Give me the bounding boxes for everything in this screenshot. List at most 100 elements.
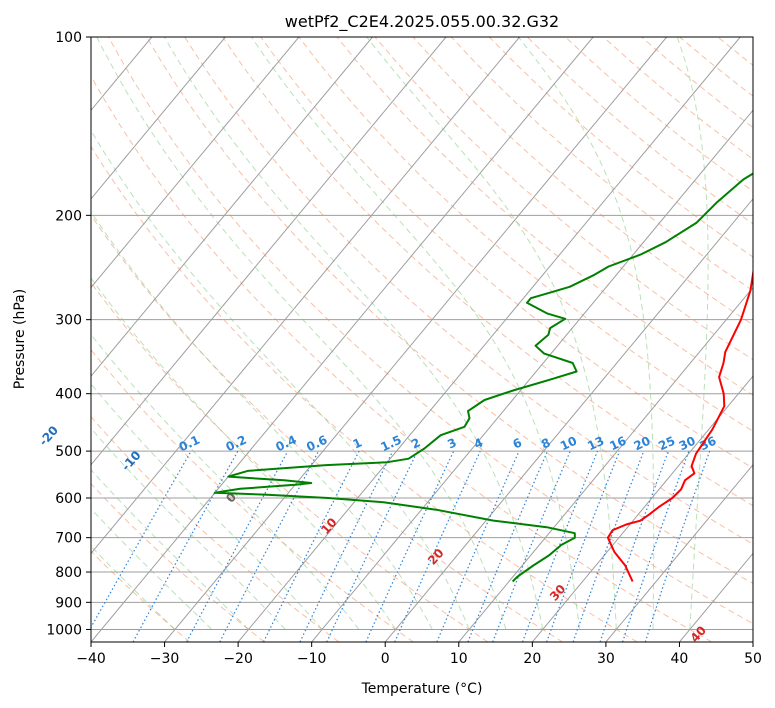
mixing-ratio-line [394, 450, 481, 642]
dry-adiabat [756, 37, 775, 642]
isotherm [384, 198, 753, 642]
dry-adiabat [641, 37, 753, 129]
isotherm [0, 37, 5, 642]
mixing-ratio-label: 13 [585, 434, 606, 454]
moist-adiabat [91, 545, 176, 630]
y-tick-label: 400 [55, 387, 82, 403]
dry-adiabat-label: 30 [547, 582, 569, 604]
moist-adiabat [517, 37, 655, 630]
moist-adiabat [676, 37, 709, 630]
dry-adiabat [603, 37, 753, 160]
dry-adiabat [91, 145, 638, 642]
mixing-ratio-line [622, 450, 690, 642]
mixing-ratio-label: 30 [677, 434, 698, 454]
mixing-ratio-line [599, 450, 670, 642]
mixing-ratio-label: 4 [472, 435, 485, 451]
mixing-ratio-line [492, 450, 571, 642]
dry-adiabat [222, 37, 753, 507]
y-tick-label: 500 [55, 444, 82, 460]
dry-adiabat [679, 37, 753, 97]
mixing-ratio-line [186, 450, 289, 642]
isotherm [237, 37, 741, 642]
dry-adiabat [91, 214, 563, 642]
moist-adiabat [96, 37, 507, 630]
y-tick-label: 200 [55, 208, 82, 224]
moist-adiabat [91, 210, 433, 630]
y-tick-label: 800 [55, 565, 82, 581]
x-tick-label: 40 [671, 651, 689, 667]
isotherm [679, 552, 753, 642]
dry-adiabat [412, 37, 753, 326]
moist-adiabat [91, 507, 213, 630]
dry-adiabat [184, 37, 753, 545]
isotherm [91, 37, 594, 642]
mixing-ratio-line [262, 450, 360, 642]
mixing-ratio-line [521, 450, 599, 642]
isotherm [311, 109, 753, 642]
dry-adiabat [565, 37, 753, 192]
moist-adiabat [91, 427, 286, 630]
moist-adiabat [91, 333, 360, 630]
isotherm [164, 37, 668, 642]
mixing-ratio-label: 10 [558, 434, 579, 454]
x-tick-label: 30 [597, 651, 615, 667]
mixing-ratio-line [326, 450, 419, 642]
mixing-ratio-label: 25 [656, 434, 677, 454]
isotherm [91, 37, 226, 200]
dry-adiabat [91, 482, 265, 642]
mixing-ratio-line [467, 450, 549, 642]
background-lines [0, 37, 775, 642]
mixing-ratio-label: 20 [632, 434, 653, 454]
isotherm [91, 37, 520, 555]
mixing-ratio-label: 2 [409, 435, 422, 451]
dry-adiabat [91, 349, 414, 642]
plot-frame [90, 36, 754, 643]
isotherm [91, 37, 300, 289]
moist-adiabat [91, 277, 397, 630]
isotherm [91, 37, 373, 377]
chart-title: wetPf2_C2E4.2025.055.00.32.G32 [285, 12, 559, 32]
isotherm [458, 286, 753, 642]
mixing-ratio-label: 3 [445, 435, 458, 451]
mixing-ratio-label: 36 [697, 434, 718, 454]
isotherm [605, 463, 753, 642]
x-tick-label: 10 [450, 651, 468, 667]
x-axis-title: Temperature (°C) [361, 681, 483, 697]
moist-adiabat [91, 129, 470, 630]
x-tick-label: 20 [523, 651, 541, 667]
y-tick-label: 300 [55, 313, 82, 329]
y-axis-title: Pressure (hPa) [12, 289, 28, 389]
mixing-ratio-label: 6 [511, 435, 524, 451]
y-tick-label: 900 [55, 595, 82, 611]
mixing-ratio-label: 16 [607, 434, 628, 454]
y-tick-label: 100 [55, 30, 82, 46]
dry-adiabat [91, 281, 489, 642]
moist-adiabat [366, 37, 617, 630]
y-tick-label: 600 [55, 491, 82, 507]
isotherm [531, 375, 753, 642]
dewpoint-line [213, 172, 753, 583]
moist-adiabat [163, 37, 544, 630]
mixing-ratio-line [132, 450, 239, 642]
dry-adiabat [336, 37, 753, 396]
mixing-ratio-line [572, 450, 645, 642]
x-tick-label: 50 [744, 651, 762, 667]
y-axis: 100 200 300 400 500 600 700 800 900 1000 [46, 30, 91, 638]
dry-adiabat [450, 37, 753, 292]
dry-adiabat-label: 10 [318, 515, 340, 537]
moist-adiabat [91, 468, 249, 630]
dry-adiabat [91, 550, 191, 642]
x-tick-label: −40 [76, 651, 106, 667]
temperature-line [606, 267, 753, 582]
mixing-ratio-line [436, 450, 520, 642]
moist-adiabat [91, 383, 323, 630]
x-tick-label: −10 [297, 651, 327, 667]
series-layer [213, 172, 753, 583]
moist-adiabat [251, 37, 580, 630]
isotherm [91, 37, 447, 466]
dry-adiabat [91, 75, 713, 642]
mixing-ratio-line [644, 450, 711, 642]
reference-labels: 0.10.20.40.611.52346810131620253036-100-… [36, 423, 718, 645]
mixing-ratio-line [546, 450, 621, 642]
